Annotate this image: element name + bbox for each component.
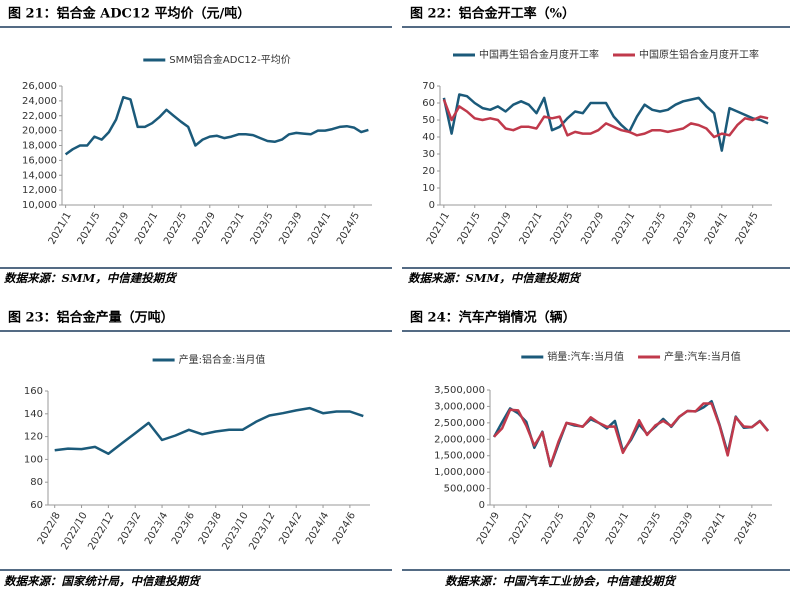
x-tick-label: 2023/9: [672, 211, 699, 247]
y-tick-label: 140: [24, 409, 43, 420]
x-tick-label: 2021/5: [456, 210, 483, 246]
legend: SMM铝合金ADC12-平均价: [143, 53, 291, 66]
figure-title: 图 21：铝合金 ADC12 平均价（元/吨）: [8, 6, 250, 22]
line-series: [493, 402, 769, 467]
y-tick-label: 70: [422, 81, 435, 92]
legend-label: 销量:汽车:当月值: [547, 350, 624, 363]
y-tick-label: 0: [479, 500, 485, 511]
x-tick-label: 2023/9: [668, 511, 695, 547]
line-series: [442, 93, 769, 152]
y-tick-label: 500,000: [444, 484, 485, 495]
source-note: 数据来源：中国汽车工业协会，中信建投期货: [445, 574, 677, 588]
y-tick-label: 40: [422, 132, 435, 143]
legend-label: 中国原生铝合金月度开工率: [639, 48, 759, 61]
y-tick-label: 26,000: [22, 81, 57, 92]
y-tick-label: 80: [30, 477, 43, 488]
x-tick-label: 2024/1: [306, 211, 333, 247]
legend-label: 产量:汽车:当月值: [664, 350, 741, 363]
x-tick-label: 2023/10: [220, 511, 250, 552]
y-tick-label: 16,000: [22, 155, 57, 166]
figure-title: 图 22：铝合金开工率（%）: [410, 6, 575, 22]
y-tick-label: 22,000: [22, 111, 57, 122]
x-tick-label: 2024/5: [335, 211, 362, 247]
x-tick-label: 2024/5: [733, 511, 760, 547]
x-tick-label: 2022/5: [540, 511, 567, 547]
x-tick-label: 2023/2: [116, 511, 143, 547]
x-tick-label: 2022/9: [191, 211, 218, 247]
source-note: 数据来源：SMM，中信建投期货: [4, 271, 178, 285]
legend-label: 中国再生铝合金月度开工率: [479, 48, 599, 61]
x-tick-label: 2021/9: [475, 511, 502, 547]
x-tick-label: 2022/9: [579, 211, 606, 247]
x-tick-label: 2021/1: [47, 211, 74, 247]
x-tick-label: 2022/1: [507, 511, 534, 547]
x-tick-label: 2023/1: [610, 211, 637, 247]
x-tick-label: 2024/2: [277, 511, 304, 547]
y-tick-label: 120: [24, 432, 43, 443]
legend-label: SMM铝合金ADC12-平均价: [169, 53, 290, 66]
x-tick-label: 2023/1: [220, 211, 247, 247]
y-tick-label: 2,500,000: [434, 418, 485, 429]
y-tick-label: 3,000,000: [434, 401, 485, 412]
x-tick-label: 2023/8: [197, 511, 224, 547]
y-tick-label: 1,000,000: [434, 467, 485, 478]
legend: 产量:铝合金:当月值: [152, 353, 266, 366]
x-tick-label: 2023/6: [170, 511, 197, 547]
y-tick-label: 50: [422, 115, 435, 126]
source-note: 数据来源：SMM，中信建投期货: [408, 271, 582, 285]
x-tick-label: 2022/1: [133, 211, 160, 247]
legend: 中国再生铝合金月度开工率 中国原生铝合金月度开工率: [453, 48, 759, 61]
x-tick-label: 2023/5: [249, 211, 276, 247]
x-tick-label: 2024/6: [331, 511, 358, 547]
x-tick-label: 2022/10: [59, 511, 89, 552]
y-tick-label: 60: [422, 98, 435, 109]
figure-title: 图 24：汽车产销情况（辆）: [410, 310, 576, 326]
legend-label: 产量:铝合金:当月值: [179, 353, 266, 366]
x-tick-label: 2023/5: [636, 511, 663, 547]
y-tick-label: 2,000,000: [434, 434, 485, 445]
x-tick-label: 2022/5: [162, 211, 189, 247]
x-tick-label: 2022/1: [518, 211, 545, 247]
x-tick-label: 2022/8: [36, 511, 63, 547]
y-tick-label: 30: [422, 149, 435, 160]
x-tick-label: 2022/9: [572, 511, 599, 547]
y-tick-label: 20,000: [22, 126, 57, 137]
y-tick-label: 100: [24, 454, 43, 465]
line-series: [492, 399, 769, 468]
x-tick-label: 2023/9: [277, 211, 304, 247]
x-tick-label: 2023/5: [641, 211, 668, 247]
y-tick-label: 3,500,000: [434, 385, 485, 396]
x-tick-label: 2024/1: [701, 511, 728, 547]
y-tick-label: 20: [422, 166, 435, 177]
line-series: [54, 406, 364, 455]
y-tick-label: 18,000: [22, 141, 57, 152]
line-series: [64, 95, 369, 156]
x-tick-label: 2021/1: [425, 211, 452, 247]
y-tick-label: 14,000: [22, 170, 57, 181]
y-tick-label: 24,000: [22, 96, 57, 107]
y-tick-label: 10: [422, 183, 435, 194]
y-tick-label: 1,500,000: [434, 451, 485, 462]
x-tick-label: 2022/5: [548, 211, 575, 247]
x-tick-label: 2021/9: [104, 211, 131, 247]
y-tick-label: 0: [429, 200, 435, 211]
x-tick-label: 2024/5: [734, 211, 761, 247]
legend: 销量:汽车:当月值 产量:汽车:当月值: [521, 350, 741, 363]
figure-title: 图 23：铝合金产量（万吨）: [8, 310, 174, 326]
x-tick-label: 2024/4: [304, 511, 331, 547]
source-note: 数据来源：国家统计局，中信建投期货: [4, 574, 202, 588]
line-series: [442, 99, 769, 139]
x-tick-label: 2024/1: [703, 211, 730, 247]
y-tick-label: 160: [24, 386, 43, 397]
x-tick-label: 2022/12: [86, 511, 116, 552]
x-tick-label: 2021/9: [487, 211, 514, 247]
y-tick-label: 10,000: [22, 200, 57, 211]
y-tick-label: 12,000: [22, 185, 57, 196]
x-tick-label: 2023/1: [604, 511, 631, 547]
x-tick-label: 2023/12: [247, 511, 277, 552]
y-tick-label: 60: [30, 500, 43, 511]
x-tick-label: 2021/5: [76, 211, 103, 247]
x-tick-label: 2023/4: [143, 511, 170, 547]
